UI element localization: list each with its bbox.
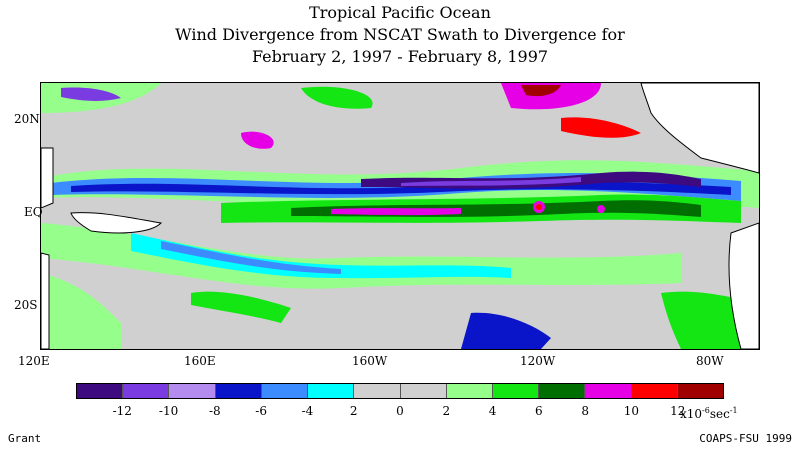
colorbar-tick-label: -6 [255, 404, 267, 418]
colorbar-swatch [261, 384, 309, 398]
colorbar-swatch [400, 384, 447, 398]
colorbar-tick-label: 4 [488, 404, 497, 418]
colorbar-tick-label: -10 [158, 404, 179, 418]
colorbar-swatch [77, 384, 124, 398]
colorbar-swatch [631, 384, 678, 398]
credit-label: COAPS-FSU 1999 [699, 432, 792, 445]
colorbar-swatch [539, 384, 586, 398]
lon-label-120w: 120W [520, 354, 556, 368]
colorbar-swatch [215, 384, 262, 398]
colorbar-tick-label: 10 [623, 404, 640, 418]
colorbar-tick-label: 0 [396, 404, 404, 418]
divergence-map [40, 82, 760, 350]
colorbar-swatch [585, 384, 632, 398]
colorbar-swatch [677, 384, 724, 398]
date-range: February 2, 1997 - February 8, 1997 [251, 47, 549, 66]
colorbar-swatch [354, 384, 401, 398]
land-masses [41, 83, 759, 349]
colorbar-unit: x10-6sec-1 [680, 406, 738, 421]
colorbar-swatch [169, 384, 216, 398]
divergence-field [41, 83, 759, 349]
map-subtitle: Wind Divergence from NSCAT Swath to Dive… [175, 25, 625, 44]
colorbar-tick-label: -12 [112, 404, 132, 418]
lat-label-20s: 20S [14, 298, 38, 312]
colorbar-tick-label: 6 [535, 404, 543, 418]
lat-label-eq: EQ [24, 205, 43, 219]
colorbar-swatch [308, 384, 355, 398]
map-title: Tropical Pacific Ocean [309, 3, 491, 22]
colorbar-tick-label: 12 [670, 404, 686, 418]
lon-label-80w: 80W [696, 354, 724, 368]
map-canvas [41, 83, 759, 349]
colorbar-swatch [492, 384, 540, 398]
lon-label-160w: 160W [352, 354, 388, 368]
colorbar-tick-label: -8 [208, 404, 221, 418]
colorbar-tick-label: 8 [581, 404, 589, 418]
colorbar [76, 383, 724, 399]
colorbar-tick-label: 2 [349, 404, 358, 418]
colorbar-swatch [123, 384, 170, 398]
colorbar-swatch [446, 384, 493, 398]
lat-label-20n: 20N [14, 112, 40, 126]
colorbar-tick-label: 2 [442, 404, 451, 418]
lon-label-120e: 120E [18, 354, 50, 368]
author-label: Grant [8, 432, 42, 445]
colorbar-tick-label: -4 [301, 404, 314, 418]
lon-label-160e: 160E [184, 354, 216, 368]
